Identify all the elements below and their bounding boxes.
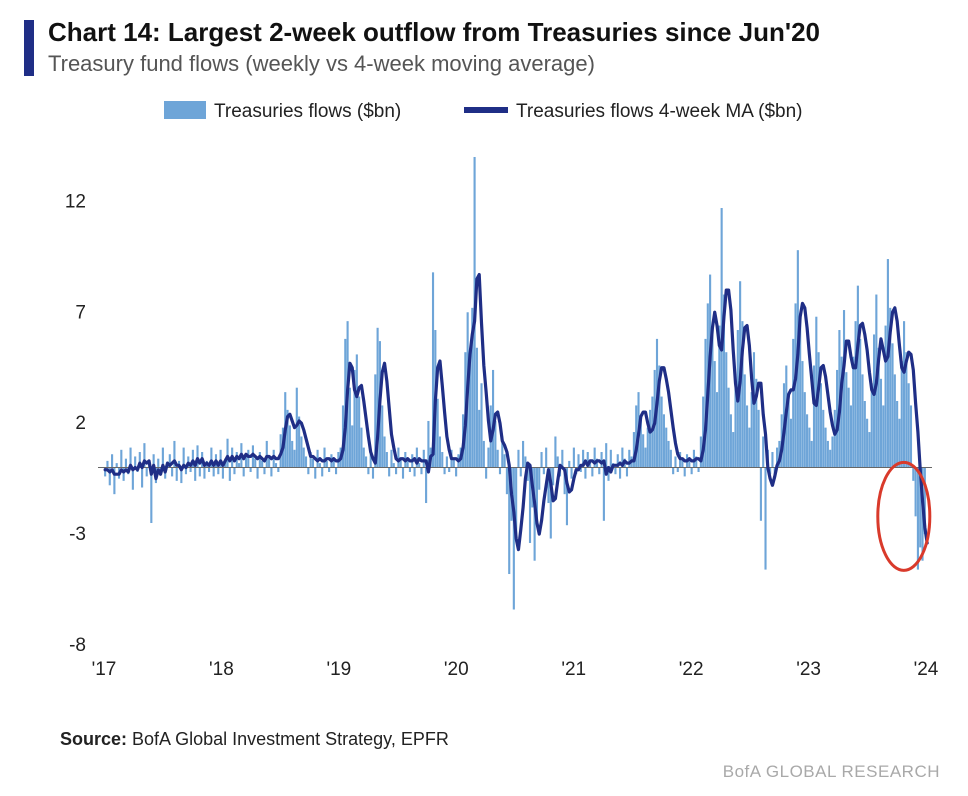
y-tick-label: 12 [65, 191, 86, 212]
y-tick-label: 2 [75, 413, 86, 434]
y-tick-label: -3 [69, 524, 86, 545]
source-text: BofA Global Investment Strategy, EPFR [127, 729, 449, 749]
chart-title: Chart 14: Largest 2-week outflow from Tr… [48, 18, 820, 47]
y-tick-label: -8 [69, 635, 86, 656]
chart-subtitle: Treasury fund flows (weekly vs 4-week mo… [48, 51, 820, 77]
x-tick-label: '24 [914, 659, 939, 680]
x-tick-label: '20 [444, 659, 469, 680]
x-tick-label: '17 [92, 659, 117, 680]
chart-container: Treasuries flows ($bn) Treasuries flows 4… [24, 85, 944, 705]
source-footer: Source: BofA Global Investment Strategy,… [60, 729, 449, 750]
legend-swatch-bars [164, 101, 206, 119]
source-label: Source: [60, 729, 127, 749]
title-accent-bar [24, 20, 34, 76]
x-tick-label: '18 [209, 659, 234, 680]
x-tick-label: '23 [796, 659, 821, 680]
x-tick-label: '22 [679, 659, 704, 680]
header-block: Chart 14: Largest 2-week outflow from Tr… [24, 18, 944, 77]
legend-label-bars: Treasuries flows ($bn) [214, 101, 401, 122]
brand-mark: BofA GLOBAL RESEARCH [723, 762, 940, 782]
x-tick-label: '19 [326, 659, 351, 680]
y-tick-label: 7 [75, 302, 86, 323]
x-tick-label: '21 [561, 659, 586, 680]
bars-group [104, 157, 926, 610]
legend-label-line: Treasuries flows 4-week MA ($bn) [516, 101, 803, 122]
chart-svg: Treasuries flows ($bn) Treasuries flows 4… [24, 85, 944, 705]
